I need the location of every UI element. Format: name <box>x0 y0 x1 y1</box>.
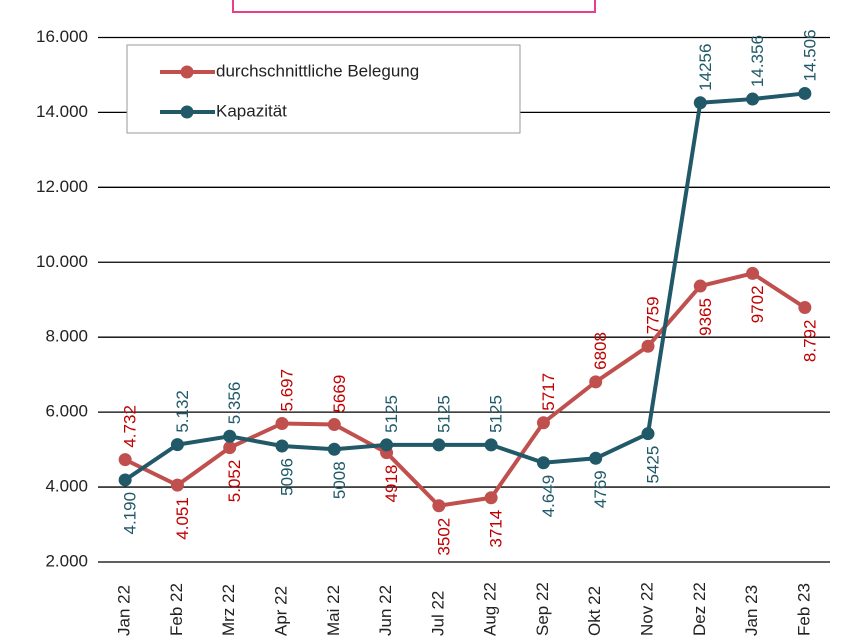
data-label: 5125 <box>382 395 401 433</box>
y-tick-label: 2.000 <box>45 551 88 570</box>
series-line <box>124 91 806 482</box>
y-tick-label: 4.000 <box>45 477 88 496</box>
data-point <box>380 438 394 452</box>
data-label: 3502 <box>434 518 453 556</box>
data-point <box>798 301 812 315</box>
data-label: 6808 <box>591 332 610 370</box>
data-label: 5425 <box>643 446 662 484</box>
series-line <box>124 271 806 508</box>
data-label: 5.132 <box>173 390 192 433</box>
data-point <box>536 456 550 470</box>
data-point <box>746 92 760 106</box>
data-label: 14256 <box>696 44 715 91</box>
x-tick-label: Jul 22 <box>428 591 447 636</box>
data-point <box>327 442 341 456</box>
x-tick-label: Nov 22 <box>637 582 656 636</box>
data-point <box>746 266 760 280</box>
x-tick-label: Okt 22 <box>585 586 604 636</box>
data-label: 5.356 <box>225 382 244 425</box>
y-tick-label: 16.000 <box>36 27 88 46</box>
data-point <box>432 499 446 513</box>
data-point <box>170 438 184 452</box>
x-tick-label: Apr 22 <box>271 586 290 636</box>
data-point <box>275 416 289 430</box>
y-tick-label: 10.000 <box>36 252 88 271</box>
data-label: 5669 <box>330 375 349 413</box>
data-point <box>693 96 707 110</box>
data-label: 4.190 <box>121 492 140 535</box>
data-label: 14.506 <box>800 29 819 81</box>
legend-marker <box>180 105 194 119</box>
x-tick-label: Jan 22 <box>115 585 134 636</box>
y-tick-label: 14.000 <box>36 102 88 121</box>
data-point <box>170 478 184 492</box>
data-point <box>589 451 603 465</box>
data-point <box>275 439 289 453</box>
x-tick-label: Mai 22 <box>324 585 343 636</box>
x-tick-label: Feb 23 <box>794 583 813 636</box>
data-label: 9702 <box>748 285 767 323</box>
data-point <box>432 438 446 452</box>
data-point <box>223 441 237 455</box>
x-tick-label: Jan 23 <box>742 585 761 636</box>
x-tick-label: Feb 22 <box>167 583 186 636</box>
data-point <box>641 427 655 441</box>
data-label: 5.697 <box>277 369 296 412</box>
data-point <box>484 491 498 505</box>
data-point <box>798 86 812 100</box>
x-tick-label: Mrz 22 <box>219 584 238 636</box>
data-point <box>641 339 655 353</box>
data-point <box>118 453 132 467</box>
data-point <box>327 418 341 432</box>
data-label: 5008 <box>330 461 349 499</box>
x-tick-label: Dez 22 <box>690 582 709 636</box>
data-label: 8.792 <box>800 320 819 363</box>
data-point <box>223 429 237 443</box>
title-box <box>232 0 596 13</box>
data-label: 9365 <box>696 298 715 336</box>
x-tick-label: Sep 22 <box>533 582 552 636</box>
y-tick-label: 6.000 <box>45 402 88 421</box>
data-point <box>589 375 603 389</box>
data-label: 4918 <box>382 465 401 503</box>
legend-label: Kapazität <box>216 101 287 120</box>
data-label: 14.356 <box>748 35 767 87</box>
legend <box>126 44 521 134</box>
data-label: 5125 <box>434 395 453 433</box>
data-label: 3714 <box>487 510 506 548</box>
data-label: 4769 <box>591 470 610 508</box>
data-label: 5125 <box>487 395 506 433</box>
x-tick-label: Jun 22 <box>376 585 395 636</box>
data-label: 5717 <box>539 373 558 411</box>
data-label: 4.051 <box>173 497 192 540</box>
legend-marker <box>180 65 194 79</box>
x-tick-label: Aug 22 <box>481 582 500 636</box>
data-point <box>118 473 132 487</box>
data-label: 5096 <box>277 458 296 496</box>
data-label: 7759 <box>643 296 662 334</box>
data-label: 5.052 <box>225 460 244 503</box>
data-label: 4.732 <box>121 405 140 448</box>
data-point <box>536 416 550 430</box>
data-label: 4.649 <box>539 475 558 518</box>
data-point <box>693 279 707 293</box>
y-tick-label: 12.000 <box>36 177 88 196</box>
data-point <box>484 438 498 452</box>
legend-label: durchschnittliche Belegung <box>216 61 419 80</box>
y-tick-label: 8.000 <box>45 327 88 346</box>
